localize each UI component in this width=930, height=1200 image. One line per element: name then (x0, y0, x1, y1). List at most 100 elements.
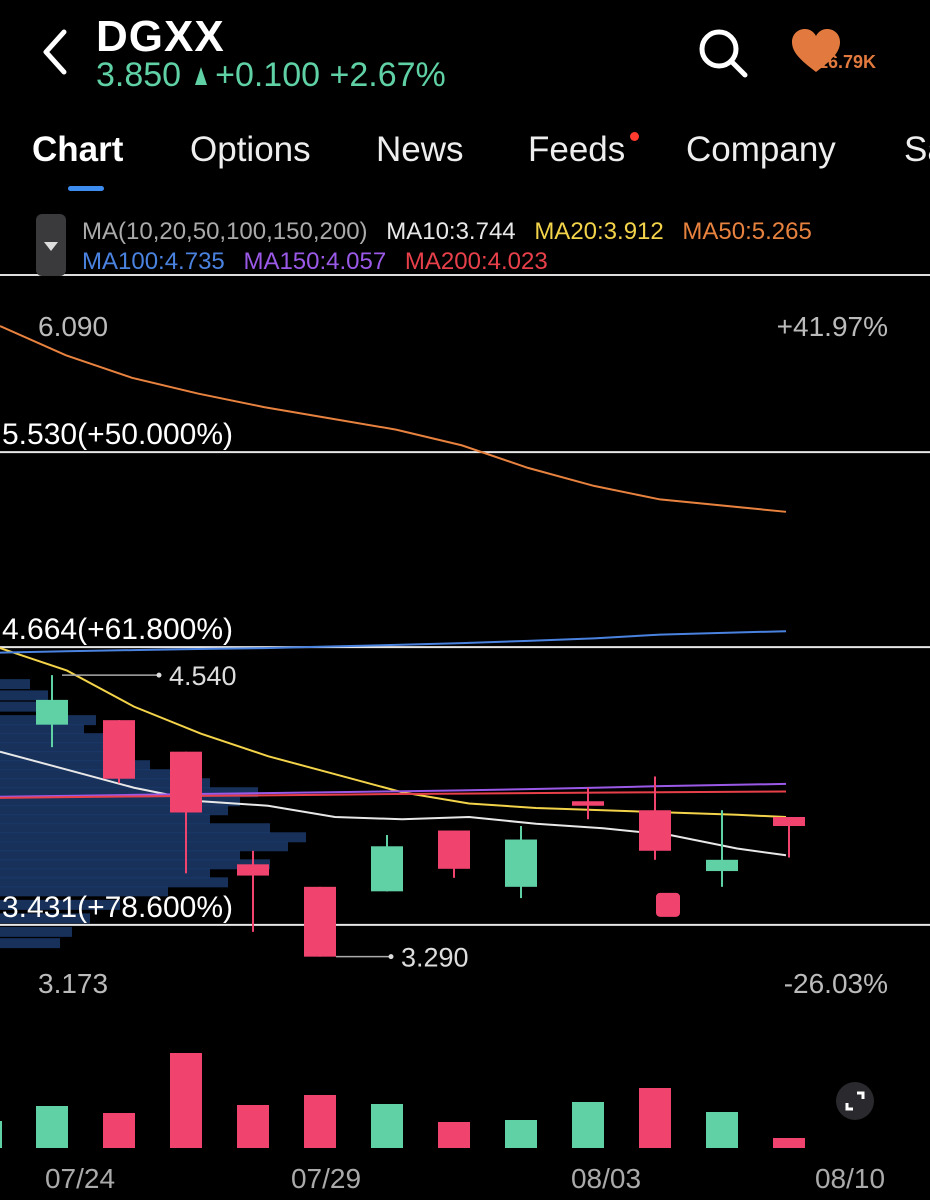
search-icon[interactable] (696, 26, 750, 80)
volume-profile-bar (0, 778, 210, 789)
fib-level-label: 4.664(+61.800%) (2, 613, 233, 646)
volume-profile-bar (0, 913, 90, 924)
volume-bar (773, 1138, 805, 1148)
y-axis-max-label: 6.090 (38, 311, 108, 342)
volume-profile-bar (0, 850, 240, 861)
high-marker-label: 4.540 (169, 661, 237, 691)
price-quote: 3.850 +0.100 +2.67% (96, 56, 446, 95)
volume-profile-bar (0, 733, 108, 744)
ma200-value: MA200:4.023 (404, 248, 548, 275)
volume-profile-bar (0, 859, 270, 870)
tab-feeds[interactable]: Feeds (528, 130, 626, 169)
volume-bar (572, 1102, 604, 1148)
ghost-candle (656, 892, 680, 917)
ma100-value: MA100:4.735 (82, 248, 225, 275)
ma-line-ma100 (0, 630, 787, 654)
tab-options[interactable]: Options (190, 130, 311, 169)
candle-body (170, 751, 202, 813)
candle-body (36, 699, 68, 725)
feeds-badge-dot (630, 132, 639, 141)
x-axis-tick-label: 08/10 (815, 1163, 885, 1194)
volume-bar (639, 1088, 671, 1148)
volume-bar (505, 1120, 537, 1148)
price-change-pct: +2.67% (329, 56, 446, 94)
tab-company[interactable]: Company (686, 130, 836, 169)
tab-news[interactable]: News (376, 130, 464, 169)
tab-chart[interactable]: Chart (32, 130, 124, 169)
volume-profile-bar (0, 841, 288, 852)
candle-body (237, 864, 269, 876)
back-chevron-icon[interactable] (36, 28, 76, 76)
volume-profile-bar (0, 760, 150, 771)
volume-profile-bar (0, 899, 120, 910)
volume-bar (304, 1095, 336, 1148)
fib-level-label: 3.431(+78.600%) (2, 891, 233, 924)
active-tab-indicator (68, 186, 104, 191)
x-axis-tick-label: 07/29 (291, 1163, 361, 1194)
high-marker-dot (156, 672, 162, 678)
volume-profile-bar (0, 787, 258, 798)
ma-line-ma200 (0, 790, 787, 799)
ma-legend-title: MA(10,20,50,100,150,200) (82, 218, 368, 245)
expand-chart-button[interactable] (836, 1082, 874, 1120)
volume-profile-bar (0, 690, 48, 701)
volume-bar (103, 1113, 135, 1148)
volume-profile-bar (0, 805, 228, 816)
ma-line-ma150 (0, 782, 787, 798)
volume-bar (371, 1104, 403, 1148)
ma-legend-row-1: MA(10,20,50,100,150,200) MA10:3.744 MA20… (82, 218, 824, 246)
chart-canvas[interactable]: 5.530(+50.000%) 4.664(+61.800%) 3.431(+78.… (0, 276, 930, 1200)
volume-profile-bar (0, 814, 210, 825)
volume-bar (36, 1106, 68, 1148)
header: DGXX 3.850 +0.100 +2.67% 16.79K (0, 0, 930, 120)
low-marker-dot (388, 954, 394, 960)
candle-body (304, 886, 336, 957)
price-chart[interactable]: 5.530(+50.000%) 4.664(+61.800%) 3.431(+78.… (0, 276, 930, 1200)
volume-profile-bar (0, 868, 210, 879)
volume-profile-bar (0, 679, 30, 690)
candle-body (438, 830, 470, 869)
volume-profile-bar (0, 832, 306, 843)
candle-body (706, 859, 738, 872)
favorite-button[interactable]: 16.79K (790, 28, 900, 78)
ticker-symbol: DGXX (96, 12, 225, 61)
candle-body (371, 846, 403, 892)
expand-icon (845, 1091, 865, 1111)
volume-bar (237, 1105, 269, 1148)
candle-body (773, 817, 805, 827)
volume-profile-bar (0, 823, 270, 834)
ma-legend: MA(10,20,50,100,150,200) MA10:3.744 MA20… (0, 206, 930, 276)
up-arrow-icon (195, 67, 208, 85)
fib-level-label: 5.530(+50.000%) (2, 418, 233, 451)
candle-body (505, 839, 537, 887)
tab-sa[interactable]: Sa (904, 130, 930, 169)
ma-line-ma50 (0, 325, 787, 513)
candle-body (639, 810, 671, 851)
last-price: 3.850 (96, 56, 182, 94)
volume-profile-bar (0, 751, 132, 762)
favorites-count: 16.79K (818, 52, 877, 72)
ma-toggle-button[interactable] (36, 214, 66, 276)
y-axis-max-pct-label: +41.97% (777, 311, 888, 342)
ma-legend-row-2: MA100:4.735 MA150:4.057 MA200:4.023 (82, 248, 560, 276)
y-axis-min-pct-label: -26.03% (784, 968, 888, 999)
volume-profile-bar (0, 769, 180, 780)
x-axis-tick-label: 08/03 (571, 1163, 641, 1194)
volume-bar (170, 1053, 202, 1148)
volume-profile-bar (0, 877, 228, 888)
volume-bar (438, 1122, 470, 1148)
volume-profile-bar (0, 701, 60, 712)
ma10-value: MA10:3.744 (386, 218, 516, 245)
volume-bar (0, 1121, 2, 1148)
ma20-value: MA20:3.912 (534, 218, 664, 245)
volume-profile-bar (0, 938, 60, 949)
volume-profile-bar (0, 886, 168, 897)
ma50-value: MA50:5.265 (682, 218, 812, 245)
volume-profile-bar (0, 724, 84, 735)
volume-profile-bar (0, 926, 72, 937)
ma150-value: MA150:4.057 (243, 248, 387, 275)
volume-profile-bar (0, 796, 240, 807)
low-marker-label: 3.290 (401, 943, 469, 973)
volume-profile-bar (0, 742, 120, 753)
x-axis-tick-label: 07/24 (45, 1163, 115, 1194)
